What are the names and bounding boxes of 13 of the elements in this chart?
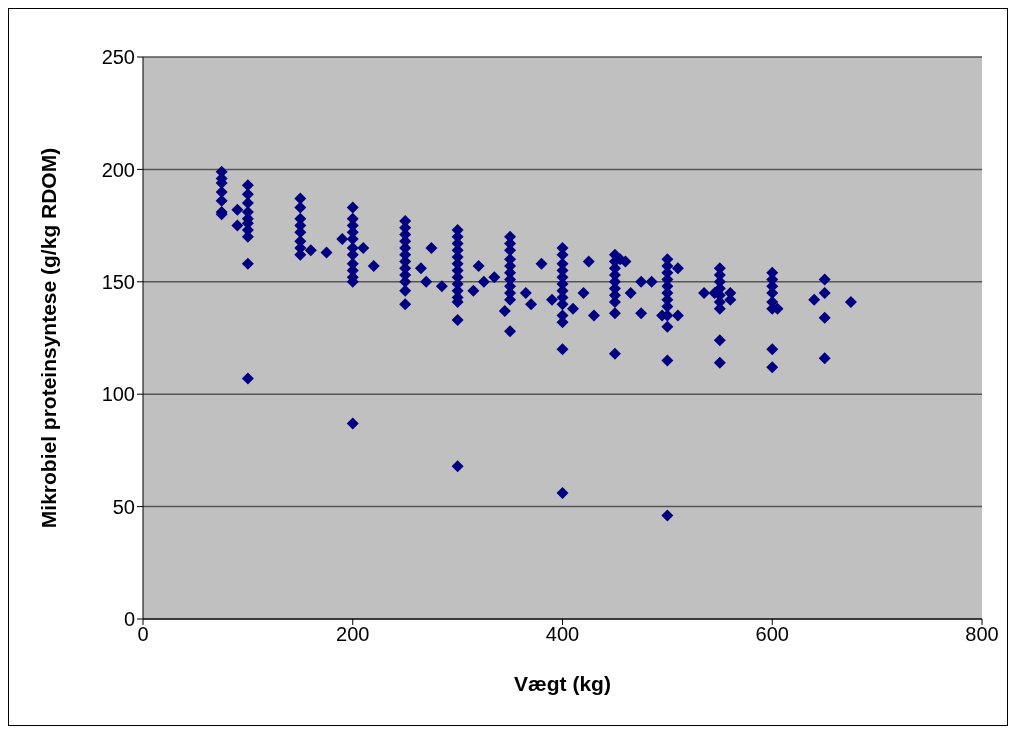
x-tick-label: 0: [137, 623, 149, 646]
y-tick-label: 150: [101, 270, 135, 293]
x-axis-title: Vægt (kg): [514, 672, 611, 695]
y-axis-title: Mikrobiel proteinsyntese (g/kg RDOM): [37, 147, 61, 529]
x-tick-label: 200: [336, 623, 370, 646]
x-tick-label: 400: [545, 623, 580, 646]
y-tick-label: 250: [101, 46, 135, 69]
y-tick-label: 50: [112, 495, 135, 518]
x-tick-label: 800: [965, 623, 999, 646]
y-tick-label: 100: [101, 383, 135, 406]
x-tick-label: 600: [755, 623, 789, 646]
y-tick-label: 0: [123, 608, 135, 631]
y-tick-label: 200: [101, 158, 135, 181]
